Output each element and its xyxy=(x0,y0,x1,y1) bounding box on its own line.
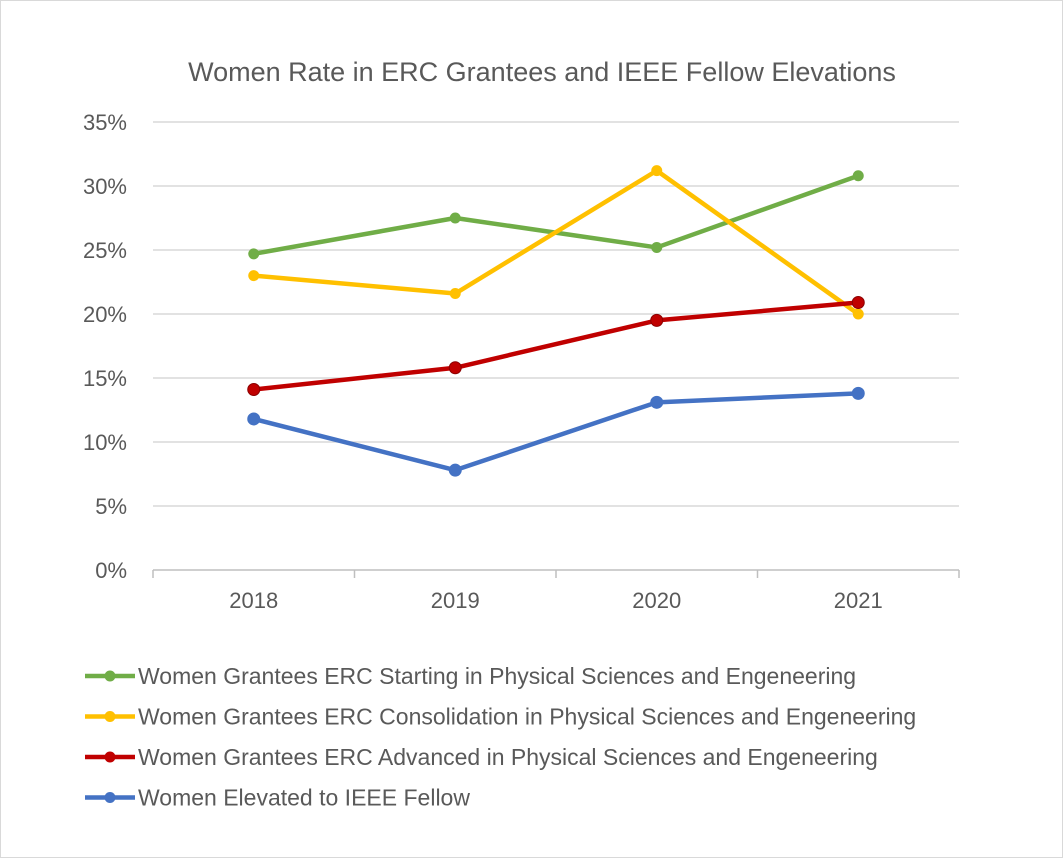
data-point xyxy=(651,241,663,253)
x-tick-label: 2020 xyxy=(632,588,681,613)
data-point xyxy=(651,165,663,177)
legend-item: Women Grantees ERC Consolidation in Phys… xyxy=(85,704,916,730)
legend: Women Grantees ERC Starting in Physical … xyxy=(85,663,916,811)
series-line xyxy=(251,391,861,473)
data-point xyxy=(650,313,664,327)
series-1 xyxy=(248,170,864,260)
y-tick-label: 10% xyxy=(83,430,127,455)
legend-label: Women Elevated to IEEE Fellow xyxy=(138,785,470,811)
data-point xyxy=(852,308,864,320)
y-tick-label: 25% xyxy=(83,238,127,263)
series-3 xyxy=(247,295,865,397)
legend-label: Women Grantees ERC Advanced in Physical … xyxy=(138,744,878,770)
data-point xyxy=(449,288,461,300)
gridlines xyxy=(153,121,959,507)
series-4 xyxy=(247,386,865,477)
legend-label: Women Grantees ERC Consolidation in Phys… xyxy=(138,704,916,730)
data-point xyxy=(247,412,261,426)
y-tick-label: 5% xyxy=(95,494,127,519)
legend-swatch-marker xyxy=(104,792,116,803)
y-tick-label: 0% xyxy=(95,558,127,583)
series-2 xyxy=(248,165,864,320)
data-point xyxy=(851,386,865,400)
data-point xyxy=(448,361,462,375)
legend-item: Women Grantees ERC Starting in Physical … xyxy=(85,663,856,689)
y-axis-tick-labels: 0% 5% 10% 15% 20% 25% 30% 35% xyxy=(83,110,127,583)
data-point xyxy=(851,295,865,309)
series-line xyxy=(251,173,861,257)
legend-swatch-marker xyxy=(104,751,116,763)
legend-swatch-marker xyxy=(104,711,116,722)
series-line xyxy=(251,168,861,317)
x-axis-tick-labels: 2018 2019 2020 2021 xyxy=(229,588,882,613)
legend-swatch-marker xyxy=(104,670,116,682)
data-point xyxy=(247,383,261,397)
data-point xyxy=(852,170,864,182)
y-tick-label: 20% xyxy=(83,302,127,327)
legend-item: Women Elevated to IEEE Fellow xyxy=(85,785,470,811)
data-point xyxy=(650,395,664,409)
y-tick-label: 35% xyxy=(83,110,127,135)
data-point xyxy=(248,270,260,282)
y-tick-label: 15% xyxy=(83,366,127,391)
data-point xyxy=(449,212,461,224)
x-tick-label: 2018 xyxy=(229,588,278,613)
x-axis xyxy=(152,569,960,578)
chart-title: Women Rate in ERC Grantees and IEEE Fell… xyxy=(188,57,896,87)
legend-item: Women Grantees ERC Advanced in Physical … xyxy=(85,744,878,770)
series-lines xyxy=(247,165,865,477)
series-line xyxy=(251,300,861,392)
x-tick-label: 2019 xyxy=(431,588,480,613)
y-tick-label: 30% xyxy=(83,174,127,199)
x-tick-label: 2021 xyxy=(834,588,883,613)
data-point xyxy=(248,248,260,260)
data-point xyxy=(448,463,462,477)
legend-label: Women Grantees ERC Starting in Physical … xyxy=(138,663,856,689)
